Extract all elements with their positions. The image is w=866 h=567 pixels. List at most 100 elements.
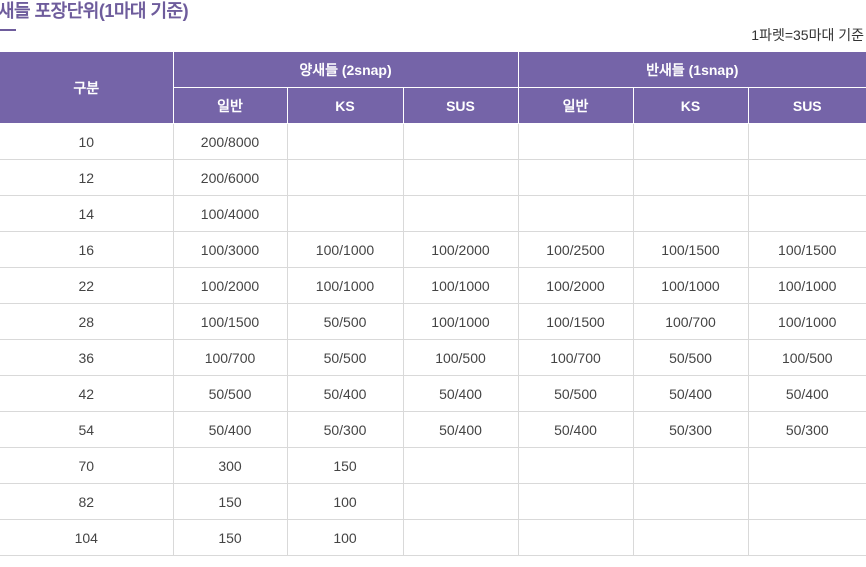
size-cell: 42 xyxy=(0,375,174,412)
table-cell xyxy=(286,195,404,232)
table-cell xyxy=(402,483,519,520)
table-cell xyxy=(747,195,866,232)
table-row: 54 50/400 50/300 50/400 50/400 50/300 50/300 xyxy=(0,411,866,448)
packing-unit-table: 구분 양새들 (2snap) 반새들 (1snap) 일반 KS SUS 일반 … xyxy=(0,52,866,556)
table-cell: 100/2500 xyxy=(517,231,634,268)
table-row: 82 150 100 xyxy=(0,483,866,520)
table-cell xyxy=(286,159,404,196)
table-cell xyxy=(517,123,634,160)
table-cell: 50/400 xyxy=(747,375,866,412)
table-cell: 150 xyxy=(172,483,288,520)
size-cell: 104 xyxy=(0,519,174,556)
page-title: 새들 포장단위(1마대 기준) xyxy=(0,1,189,21)
table-cell: 100/4000 xyxy=(172,195,288,232)
table-cell: 100/2000 xyxy=(517,267,634,304)
table-cell: 50/400 xyxy=(172,411,288,448)
table-body: 10 200/8000 12 200/6000 14 100/4000 16 100/3000… xyxy=(0,123,866,556)
table-cell: 100/1000 xyxy=(747,303,866,340)
subheader-ks: KS xyxy=(286,87,404,124)
table-cell: 100/500 xyxy=(747,339,866,376)
size-cell: 70 xyxy=(0,447,174,484)
corner-header: 구분 xyxy=(0,52,174,124)
size-cell: 82 xyxy=(0,483,174,520)
table-cell: 100/700 xyxy=(632,303,749,340)
table-cell: 100/2000 xyxy=(172,267,288,304)
table-cell xyxy=(632,519,749,556)
table-cell: 50/500 xyxy=(172,375,288,412)
pallet-note: 1파렛=35마대 기준 xyxy=(751,27,864,43)
table-row: 104 150 100 xyxy=(0,519,866,556)
subheader-ks: KS xyxy=(632,87,749,124)
subheader-general: 일반 xyxy=(517,87,634,124)
table-cell: 100/500 xyxy=(402,339,519,376)
table-row: 70 300 150 xyxy=(0,447,866,484)
subheader-sus: SUS xyxy=(747,87,866,124)
table-cell: 150 xyxy=(286,447,404,484)
table-cell: 50/500 xyxy=(517,375,634,412)
table-cell: 100/1000 xyxy=(286,267,404,304)
table-row: 10 200/8000 xyxy=(0,123,866,160)
table-cell: 100 xyxy=(286,483,404,520)
table-row: 16 100/3000 100/1000 100/2000 100/2500 100/15… xyxy=(0,231,866,268)
table-cell: 100/1000 xyxy=(747,267,866,304)
table-row: 14 100/4000 xyxy=(0,195,866,232)
size-cell: 16 xyxy=(0,231,174,268)
table-cell xyxy=(517,447,634,484)
table-cell: 100/1000 xyxy=(286,231,404,268)
table-cell xyxy=(517,483,634,520)
table-cell: 100 xyxy=(286,519,404,556)
subheader-general: 일반 xyxy=(173,87,288,124)
table-cell: 50/300 xyxy=(747,411,866,448)
table-cell: 100/1000 xyxy=(402,267,519,304)
table-row: 42 50/500 50/400 50/400 50/500 50/400 50/400 xyxy=(0,375,866,412)
table-cell xyxy=(632,123,749,160)
size-cell: 14 xyxy=(0,195,174,232)
table-cell xyxy=(632,483,749,520)
table-cell xyxy=(517,159,634,196)
table-cell: 50/500 xyxy=(286,303,404,340)
group-header-single-saddle: 반새들 (1snap) xyxy=(517,52,866,88)
table-cell xyxy=(402,447,519,484)
table-cell xyxy=(517,195,634,232)
table-cell: 100/1500 xyxy=(632,231,749,268)
table-cell: 100/3000 xyxy=(172,231,288,268)
table-row: 28 100/1500 50/500 100/1000 100/1500 100/700 1… xyxy=(0,303,866,340)
table-cell: 100/1000 xyxy=(402,303,519,340)
table-cell: 100/700 xyxy=(517,339,634,376)
table-cell: 200/6000 xyxy=(172,159,288,196)
size-cell: 22 xyxy=(0,267,174,304)
table-cell xyxy=(632,159,749,196)
table-row: 36 100/700 50/500 100/500 100/700 50/500 100/5… xyxy=(0,339,866,376)
size-cell: 28 xyxy=(0,303,174,340)
table-cell xyxy=(747,483,866,520)
table-cell: 100/700 xyxy=(172,339,288,376)
table-cell xyxy=(402,195,519,232)
size-cell: 54 xyxy=(0,411,174,448)
subheader-sus: SUS xyxy=(402,87,519,124)
table-cell xyxy=(517,519,634,556)
group-header-double-saddle: 양새들 (2snap) xyxy=(172,52,519,88)
table-cell: 100/1500 xyxy=(747,231,866,268)
table-cell: 100/1500 xyxy=(172,303,288,340)
table-cell xyxy=(286,123,404,160)
table-cell xyxy=(632,447,749,484)
size-cell: 12 xyxy=(0,159,174,196)
table-cell: 50/400 xyxy=(402,375,519,412)
table-cell xyxy=(747,447,866,484)
table-cell: 50/500 xyxy=(286,339,404,376)
table-row: 22 100/2000 100/1000 100/1000 100/2000 100/10… xyxy=(0,267,866,304)
table-cell xyxy=(747,519,866,556)
table-row: 12 200/6000 xyxy=(0,159,866,196)
table-cell: 50/500 xyxy=(632,339,749,376)
table-cell: 100/2000 xyxy=(402,231,519,268)
table-cell xyxy=(402,159,519,196)
table-cell: 50/400 xyxy=(286,375,404,412)
table-cell xyxy=(747,123,866,160)
table-cell xyxy=(402,123,519,160)
table-cell: 50/300 xyxy=(632,411,749,448)
table-cell: 50/400 xyxy=(632,375,749,412)
size-cell: 10 xyxy=(0,123,174,160)
table-cell xyxy=(747,159,866,196)
table-cell: 300 xyxy=(172,447,288,484)
table-cell: 150 xyxy=(172,519,288,556)
